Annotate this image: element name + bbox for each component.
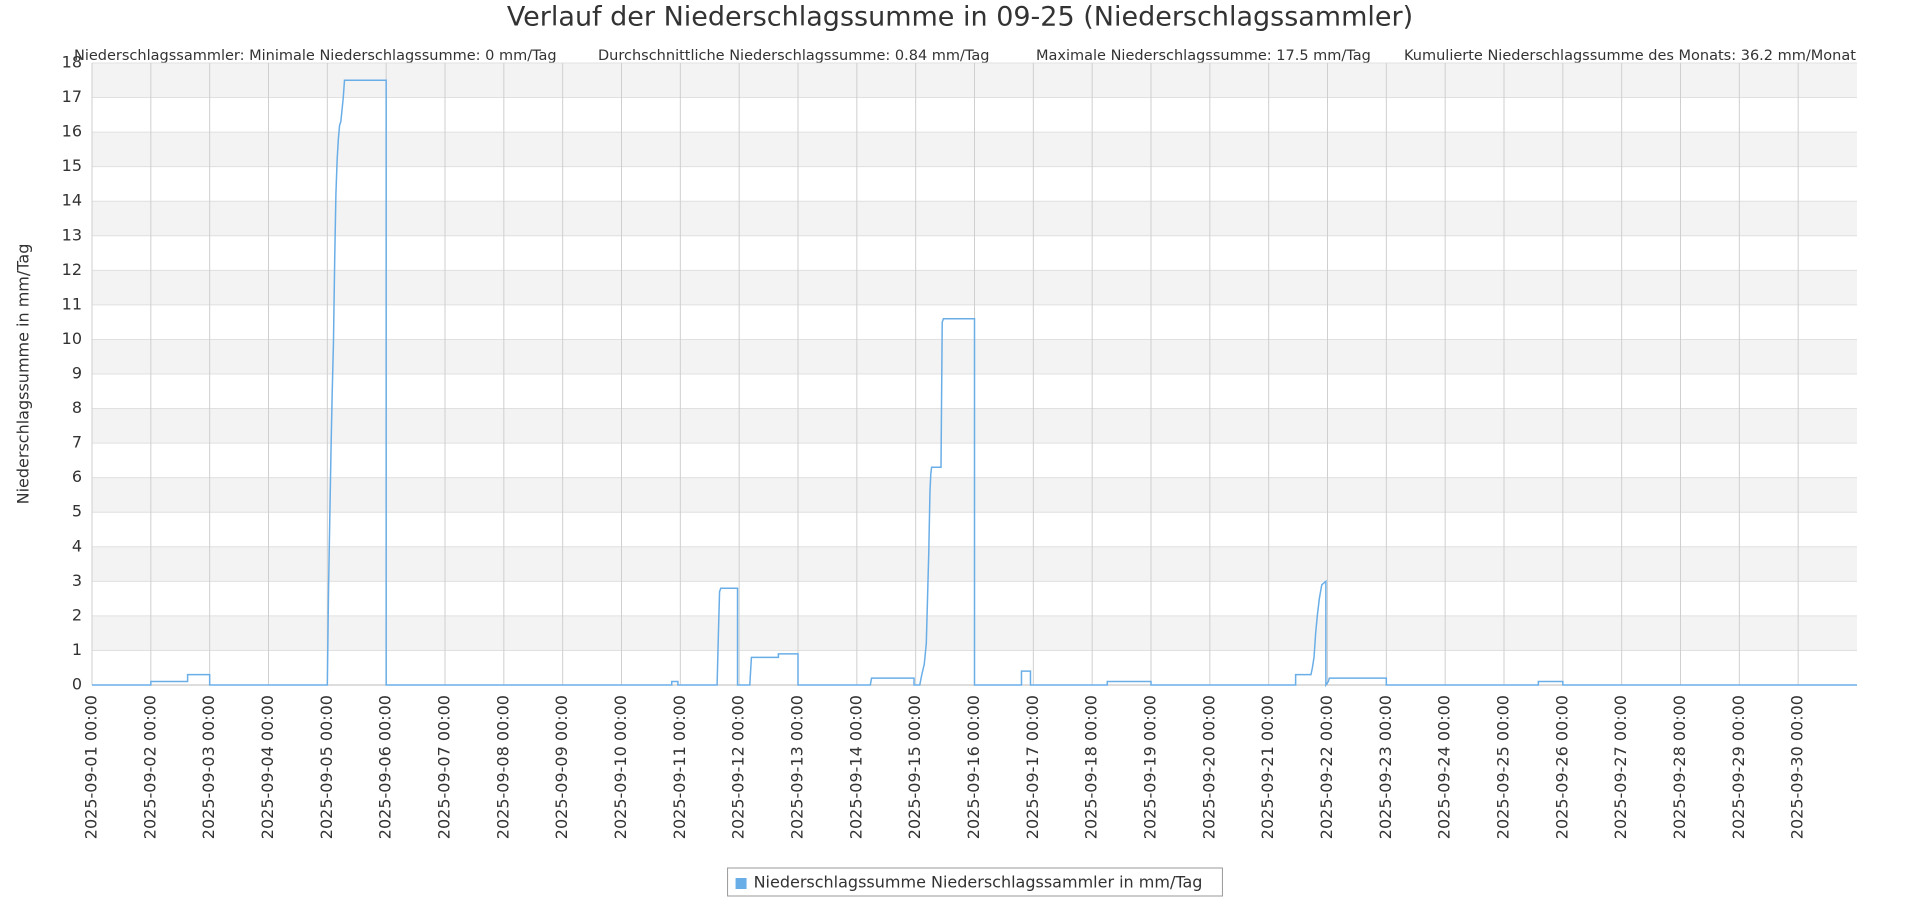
y-axis-label: Niederschlagssumme in mm/Tag xyxy=(14,244,33,505)
y-tick-label: 17 xyxy=(62,87,82,106)
y-tick-label: 14 xyxy=(62,191,82,210)
x-tick-label: 2025-09-08 00:00 xyxy=(493,695,512,839)
data-line xyxy=(92,79,1857,688)
stat-text: Maximale Niederschlagssumme: 17.5 mm/Tag xyxy=(1036,48,1371,64)
x-tick-label: 2025-09-12 00:00 xyxy=(729,695,748,839)
x-tick-label: 2025-09-29 00:00 xyxy=(1729,695,1748,839)
x-tick-label: 2025-09-13 00:00 xyxy=(788,695,807,839)
y-tick-label: 15 xyxy=(62,156,82,175)
x-tick-label: 2025-09-15 00:00 xyxy=(905,695,924,839)
x-tick-label: 2025-09-24 00:00 xyxy=(1435,695,1454,839)
y-tick-label: 11 xyxy=(62,294,82,313)
x-tick-label: 2025-09-18 00:00 xyxy=(1082,695,1101,839)
y-tick-label: 6 xyxy=(72,467,82,486)
x-tick-label: 2025-09-09 00:00 xyxy=(552,695,571,839)
y-tick-label: 13 xyxy=(62,225,82,244)
x-tick-label: 2025-09-06 00:00 xyxy=(376,695,395,839)
x-tick-label: 2025-09-04 00:00 xyxy=(258,695,277,839)
x-tick-label: 2025-09-14 00:00 xyxy=(846,695,865,839)
y-tick-label: 4 xyxy=(72,536,82,555)
y-tick-label: 5 xyxy=(72,502,82,521)
legend-swatch xyxy=(735,878,747,889)
x-tick-label: 2025-09-07 00:00 xyxy=(435,695,454,839)
x-tick-label: 2025-09-30 00:00 xyxy=(1788,695,1807,839)
y-tick-label: 18 xyxy=(62,53,82,72)
y-tick-label: 0 xyxy=(72,675,82,694)
x-tick-label: 2025-09-10 00:00 xyxy=(611,695,630,839)
x-tick-label: 2025-09-05 00:00 xyxy=(317,695,336,839)
x-tick-label: 2025-09-26 00:00 xyxy=(1552,695,1571,839)
legend: Niederschlagssumme Niederschlagssammler … xyxy=(727,867,1223,897)
x-tick-label: 2025-09-22 00:00 xyxy=(1317,695,1336,839)
y-tick-label: 16 xyxy=(62,122,82,141)
y-tick-label: 7 xyxy=(72,433,82,452)
x-tick-label: 2025-09-03 00:00 xyxy=(199,695,218,839)
legend-label: Niederschlagssumme Niederschlagssammler … xyxy=(754,873,1203,892)
y-tick-label: 9 xyxy=(72,364,82,383)
y-tick-label: 1 xyxy=(72,640,82,659)
chart-title: Verlauf der Niederschlagssumme in 09-25 … xyxy=(507,2,1413,33)
x-tick-label: 2025-09-25 00:00 xyxy=(1494,695,1513,839)
x-tick-label: 2025-09-01 00:00 xyxy=(82,695,101,839)
x-tick-label: 2025-09-28 00:00 xyxy=(1670,695,1689,839)
y-tick-label: 8 xyxy=(72,398,82,417)
x-tick-label: 2025-09-20 00:00 xyxy=(1199,695,1218,839)
x-tick-label: 2025-09-23 00:00 xyxy=(1376,695,1395,839)
stat-text: Durchschnittliche Niederschlagssumme: 0.… xyxy=(598,48,989,64)
stat-text: Niederschlagssammler: Minimale Niedersch… xyxy=(74,48,557,64)
x-tick-label: 2025-09-17 00:00 xyxy=(1023,695,1042,839)
y-tick-label: 3 xyxy=(72,571,82,590)
stat-text: Kumulierte Niederschlagssumme des Monats… xyxy=(1404,48,1856,64)
x-tick-label: 2025-09-21 00:00 xyxy=(1258,695,1277,839)
x-tick-label: 2025-09-11 00:00 xyxy=(670,695,689,839)
legend-box xyxy=(727,867,1223,897)
x-tick-label: 2025-09-19 00:00 xyxy=(1141,695,1160,839)
x-tick-label: 2025-09-02 00:00 xyxy=(140,695,159,839)
y-tick-label: 10 xyxy=(62,329,82,348)
x-tick-label: 2025-09-16 00:00 xyxy=(964,695,983,839)
y-tick-label: 2 xyxy=(72,605,82,624)
x-tick-label: 2025-09-27 00:00 xyxy=(1611,695,1630,839)
y-tick-label: 12 xyxy=(62,260,82,279)
